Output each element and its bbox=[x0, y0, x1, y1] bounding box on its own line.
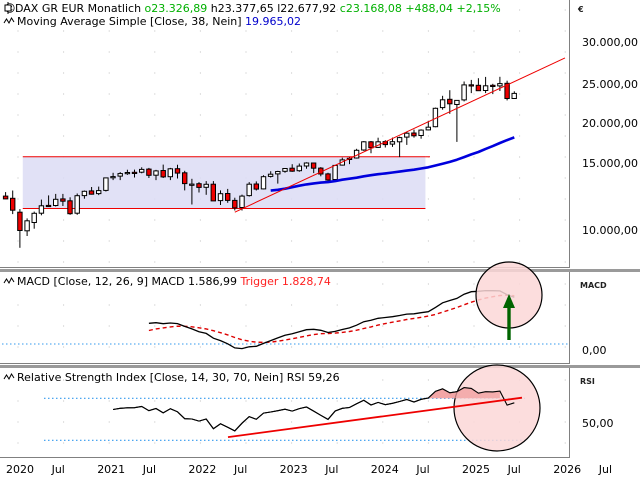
change-percent: +2,15% bbox=[456, 2, 501, 15]
macd-grid bbox=[17, 283, 566, 348]
x-axis-label: 2020 bbox=[6, 463, 34, 476]
indicator-value: 19.965,02 bbox=[245, 15, 302, 28]
macd-indicator-name[interactable]: MACD bbox=[17, 275, 50, 288]
price-trendline[interactable] bbox=[234, 57, 566, 213]
price-grid bbox=[17, 9, 566, 263]
open-value: 23.326,89 bbox=[151, 2, 208, 15]
price-tick-15000: 15.000,00 bbox=[582, 157, 638, 170]
close-label: c bbox=[339, 2, 346, 15]
x-axis-label: Jul bbox=[598, 463, 613, 476]
moving-average-line[interactable] bbox=[270, 136, 515, 192]
moving-average-legend[interactable]: Moving Average Simple [Close, 38, Nein] … bbox=[3, 15, 302, 28]
macd-panel[interactable] bbox=[0, 272, 570, 364]
rsi-legend[interactable]: Relative Strength Index [Close, 14, 30, … bbox=[3, 371, 340, 384]
trigger-label: Trigger bbox=[240, 275, 279, 288]
x-axis-label: Jul bbox=[416, 463, 430, 476]
rsi-value: 59,26 bbox=[308, 371, 340, 384]
macd-axis-unit: MACD bbox=[580, 281, 607, 290]
low-value: 22.677,92 bbox=[280, 2, 337, 15]
x-axis-label: Jul bbox=[51, 463, 65, 476]
price-axis-unit: € bbox=[578, 5, 584, 14]
high-value: 23.377,65 bbox=[217, 2, 274, 15]
macd-trigger-line[interactable] bbox=[148, 294, 515, 344]
candle-icon-glyph bbox=[4, 2, 15, 15]
instrument-name[interactable]: DAX GR EUR bbox=[15, 2, 85, 15]
low-label: l bbox=[277, 2, 281, 15]
x-axis-label: 2022 bbox=[188, 463, 217, 476]
price-tick-25000: 25.000,00 bbox=[582, 78, 638, 91]
macd-tick-zero: 0,00 bbox=[582, 344, 607, 357]
x-axis-label: Jul bbox=[325, 463, 339, 476]
macd-value: 1.586,99 bbox=[188, 275, 237, 288]
x-axis-label: 2023 bbox=[279, 463, 308, 476]
price-chart-canvas bbox=[2, 9, 566, 263]
price-legend-text[interactable]: DAX GR EUR Monatlich o23.326,89 h23.377,… bbox=[4, 2, 501, 15]
x-axis-label: Jul bbox=[507, 463, 521, 476]
rsi-highlight-circle[interactable] bbox=[453, 364, 541, 452]
open-label: o bbox=[144, 2, 152, 15]
panel-divider-2 bbox=[0, 365, 640, 368]
wave-icon bbox=[3, 16, 17, 28]
macd-chart-canvas bbox=[2, 261, 568, 350]
indicator-name[interactable]: Moving Average Simple bbox=[17, 15, 147, 28]
macd-params: [Close, 12, 26, 9] bbox=[53, 275, 149, 288]
x-axis-label: 2026 bbox=[553, 463, 582, 476]
wave-icon bbox=[3, 372, 17, 384]
rsi-trendline[interactable] bbox=[227, 396, 523, 438]
rsi-indicator-name[interactable]: Relative Strength Index bbox=[17, 371, 147, 384]
change-absolute: +488,04 bbox=[405, 2, 454, 15]
rsi-chart-canvas bbox=[17, 364, 566, 452]
macd-line[interactable] bbox=[148, 289, 515, 350]
x-axis-label: 2025 bbox=[462, 463, 490, 476]
x-axis-label: Jul bbox=[142, 463, 157, 476]
rsi-value-label: RSI bbox=[286, 371, 305, 384]
price-tick-10000: 10.000,00 bbox=[582, 224, 638, 237]
consolidation-zone[interactable] bbox=[22, 156, 426, 210]
macd-legend[interactable]: MACD [Close, 12, 26, 9] MACD 1.586,99 Tr… bbox=[3, 275, 331, 288]
price-tick-30000: 30.000,00 bbox=[582, 36, 638, 49]
rsi-params: [Close, 14, 30, 70, Nein] bbox=[149, 371, 284, 384]
rsi-tick-50: 50,00 bbox=[582, 417, 614, 430]
indicator-params: [Close, 38, Nein] bbox=[149, 15, 242, 28]
macd-value-label: MACD bbox=[151, 275, 185, 288]
price-tick-20000: 20.000,00 bbox=[582, 117, 638, 130]
high-label: h bbox=[210, 2, 218, 15]
interval-label[interactable]: Monatlich bbox=[87, 2, 142, 15]
x-axis-label: 2024 bbox=[370, 463, 399, 476]
panel-divider-1 bbox=[0, 269, 640, 272]
wave-icon bbox=[3, 276, 17, 288]
price-panel[interactable] bbox=[0, 0, 570, 268]
x-axis-label: 2021 bbox=[97, 463, 126, 476]
trigger-value: 1.828,74 bbox=[281, 275, 331, 288]
x-axis-label: Jul bbox=[234, 463, 248, 476]
rsi-axis-unit: RSI bbox=[580, 377, 595, 386]
macd-up-arrow bbox=[503, 294, 515, 340]
close-value: 23.168,08 bbox=[345, 2, 402, 15]
